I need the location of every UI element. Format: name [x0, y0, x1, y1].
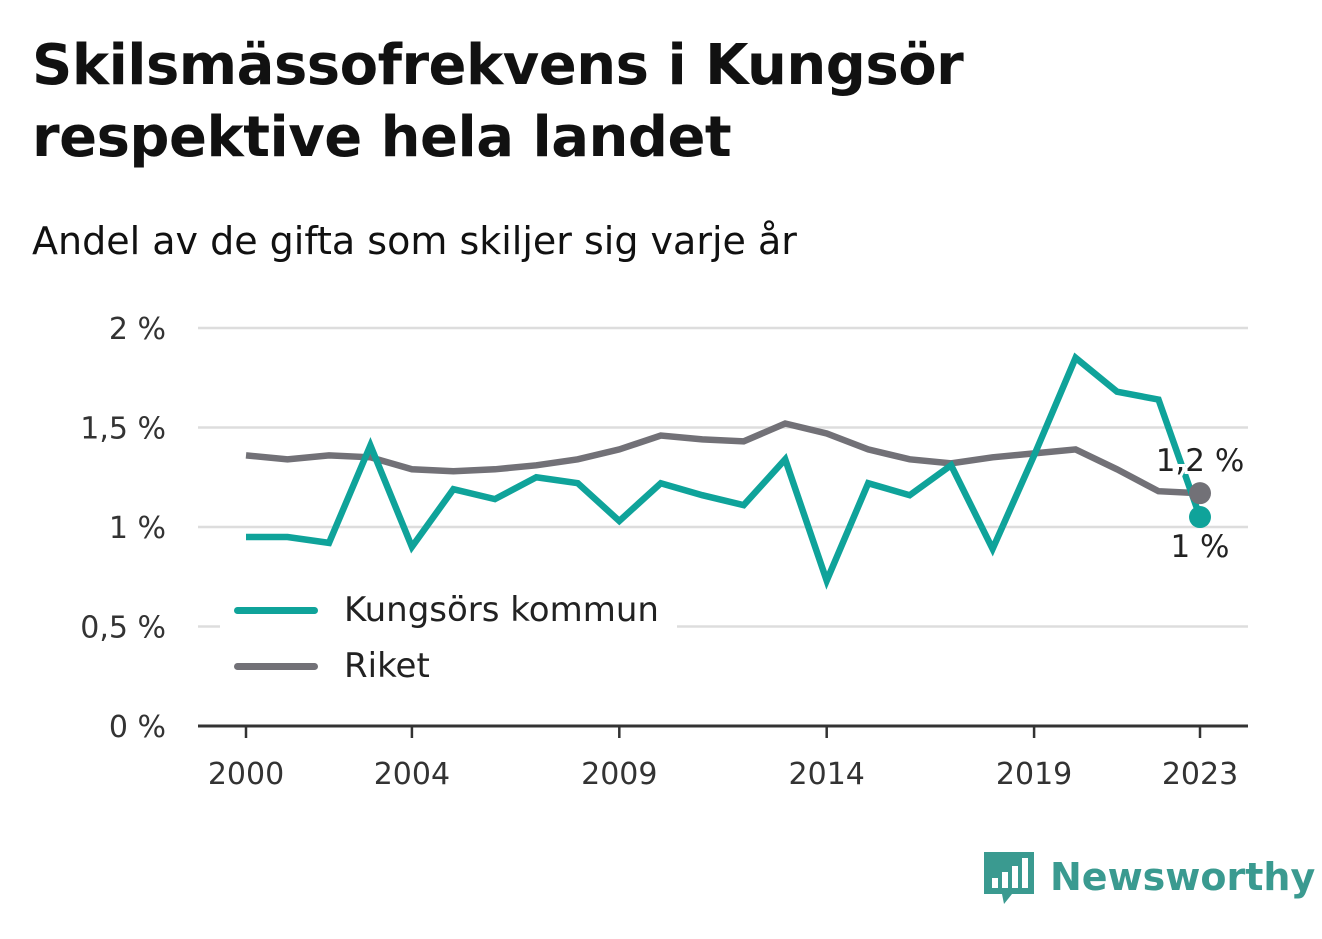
y-tick-label: 2 % [109, 312, 166, 347]
y-axis-ticks: 0 % 0,5 % 1 % 1,5 % 2 % [80, 312, 166, 745]
y-tick-label: 0 % [109, 710, 166, 745]
end-label-riket: 1,2 % [1156, 443, 1245, 479]
x-tick-label: 2004 [374, 757, 450, 792]
legend-label-kungsor: Kungsörs kommun [344, 590, 659, 630]
legend-label-riket: Riket [344, 646, 430, 686]
x-tick-label: 2009 [581, 757, 657, 792]
x-tick-label: 2019 [996, 757, 1072, 792]
bar-chart-logo-icon [984, 852, 1034, 904]
end-label-kungsor: 1 % [1170, 529, 1229, 565]
series-line-kungsor [246, 352, 1204, 590]
end-markers: 1,2 % 1 % [1153, 440, 1248, 568]
brand: Newsworthy [982, 848, 1315, 906]
chart-title: Skilsmässofrekvens i Kungsör respektive … [32, 33, 964, 170]
legend-item-kungsor: Kungsörs kommun [234, 582, 659, 638]
end-marker-kungsor [1189, 506, 1211, 529]
y-tick-label: 1 % [109, 511, 166, 546]
x-tick-label: 2000 [208, 757, 284, 792]
legend-swatch-kungsor [234, 606, 318, 614]
y-tick-label: 0,5 % [80, 611, 166, 646]
y-tick-label: 1,5 % [80, 412, 166, 447]
legend: Kungsörs kommun Riket [220, 578, 677, 700]
x-tick-label: 2023 [1162, 757, 1238, 792]
x-tick-label: 2014 [789, 757, 865, 792]
legend-item-riket: Riket [234, 638, 659, 694]
brand-name: Newsworthy [1050, 855, 1316, 899]
x-axis-ticks: 2000 2004 2009 2014 2019 2023 [208, 726, 1238, 792]
series-line-riket [245, 420, 1201, 497]
end-marker-riket [1189, 482, 1211, 505]
legend-swatch-riket [234, 662, 318, 670]
chart-subtitle: Andel av de gifta som skiljer sig varje … [32, 219, 797, 263]
series-lines [245, 352, 1204, 590]
